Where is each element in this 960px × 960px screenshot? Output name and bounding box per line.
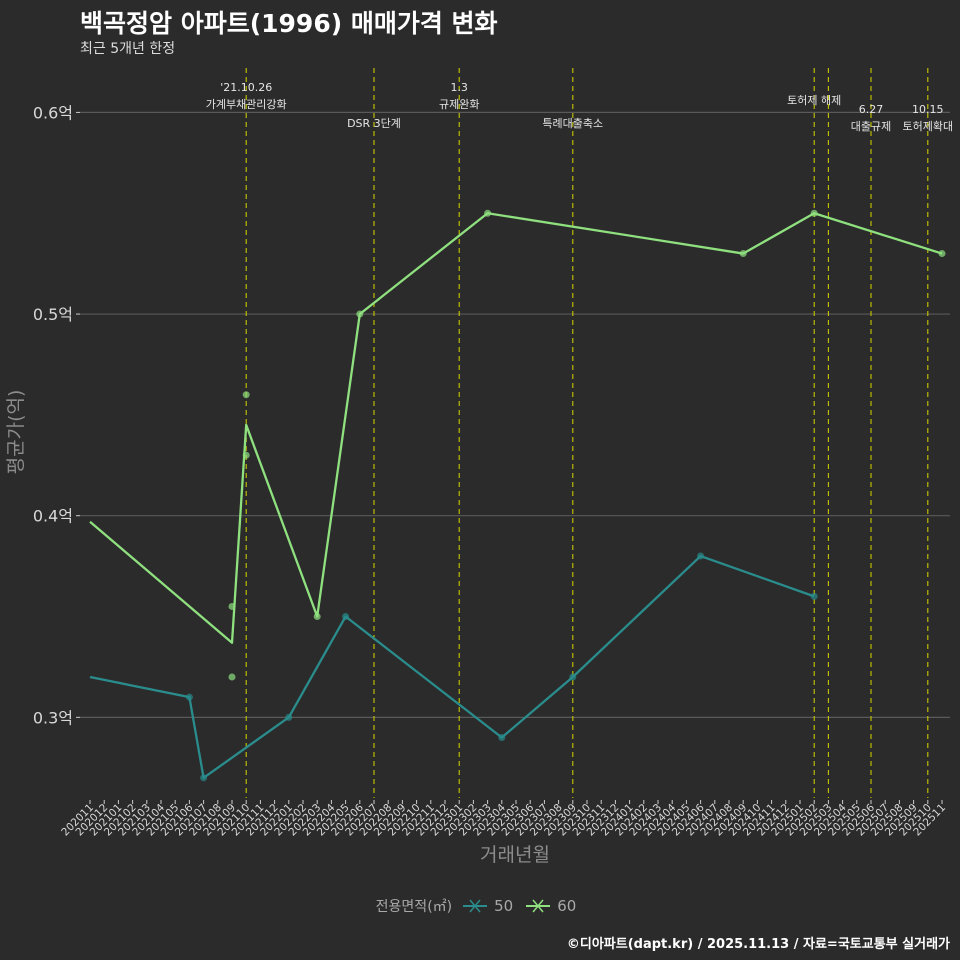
series-60-point: [228, 602, 236, 610]
event-label: '21.10.26: [220, 81, 272, 94]
event-label: 특례대출축소: [542, 117, 603, 130]
series-60-point: [228, 673, 236, 681]
event-label: 1.3: [450, 81, 468, 94]
series-50-point: [498, 734, 506, 742]
series-50-point: [200, 774, 208, 782]
series-60-point: [242, 391, 250, 399]
event-label: 6.27: [859, 103, 884, 116]
series-50-point: [185, 693, 193, 701]
axis-layer: 0.3억0.4억0.5억0.6억202011202012202101202102…: [33, 103, 948, 838]
series-60-point: [242, 451, 250, 459]
y-tick-label: 0.3억: [33, 708, 73, 727]
legend-label-60: 60: [557, 897, 577, 915]
chart-subtitle: 최근 5개년 한정: [80, 41, 176, 57]
legend-title: 전용면적(㎡): [375, 899, 453, 915]
event-label: 가계부채관리강화: [206, 98, 287, 111]
x-axis-title: 거래년월: [480, 844, 550, 866]
event-label: 대출규제: [851, 120, 891, 133]
series-60-point: [356, 310, 364, 318]
event-label: 10.15: [912, 103, 944, 116]
legend-item-50: 50: [462, 897, 521, 915]
series-layer: [89, 209, 946, 782]
series-50-point: [810, 592, 818, 600]
y-tick-label: 0.5억: [33, 305, 73, 324]
series-50-point: [342, 613, 350, 621]
source-caption: ©디아파트(dapt.kr) / 2025.11.13 / 자료=국토교통부 실…: [566, 937, 950, 952]
legend: 전용면적(㎡) 50 60: [0, 896, 960, 916]
series-60-point: [484, 209, 492, 217]
event-label: 토허제 해제: [787, 93, 841, 107]
series-60-point: [938, 250, 946, 258]
y-tick-label: 0.4억: [33, 507, 73, 526]
event-label: DSR 3단계: [347, 117, 401, 130]
legend-label-50: 50: [494, 897, 514, 915]
event-label: 규제완화: [439, 98, 479, 111]
legend-item-60: 60: [525, 897, 584, 915]
legend-key-50-icon: [463, 899, 488, 913]
series-50-point: [569, 673, 577, 681]
series-60-point: [313, 613, 321, 621]
series-60-point: [810, 209, 818, 217]
y-axis-title: 평균가(억): [5, 390, 27, 475]
grid-layer: [80, 111, 950, 718]
series-50-point: [285, 713, 293, 721]
event-label: 토허제확대: [902, 120, 953, 133]
series-60-point: [739, 250, 747, 258]
chart-title: 백곡정암 아파트(1996) 매매가격 변화: [80, 9, 498, 38]
series-50-line: [89, 554, 815, 779]
legend-key-60-icon: [526, 899, 551, 913]
series-50-point: [697, 552, 705, 560]
y-tick-label: 0.6억: [33, 103, 73, 122]
